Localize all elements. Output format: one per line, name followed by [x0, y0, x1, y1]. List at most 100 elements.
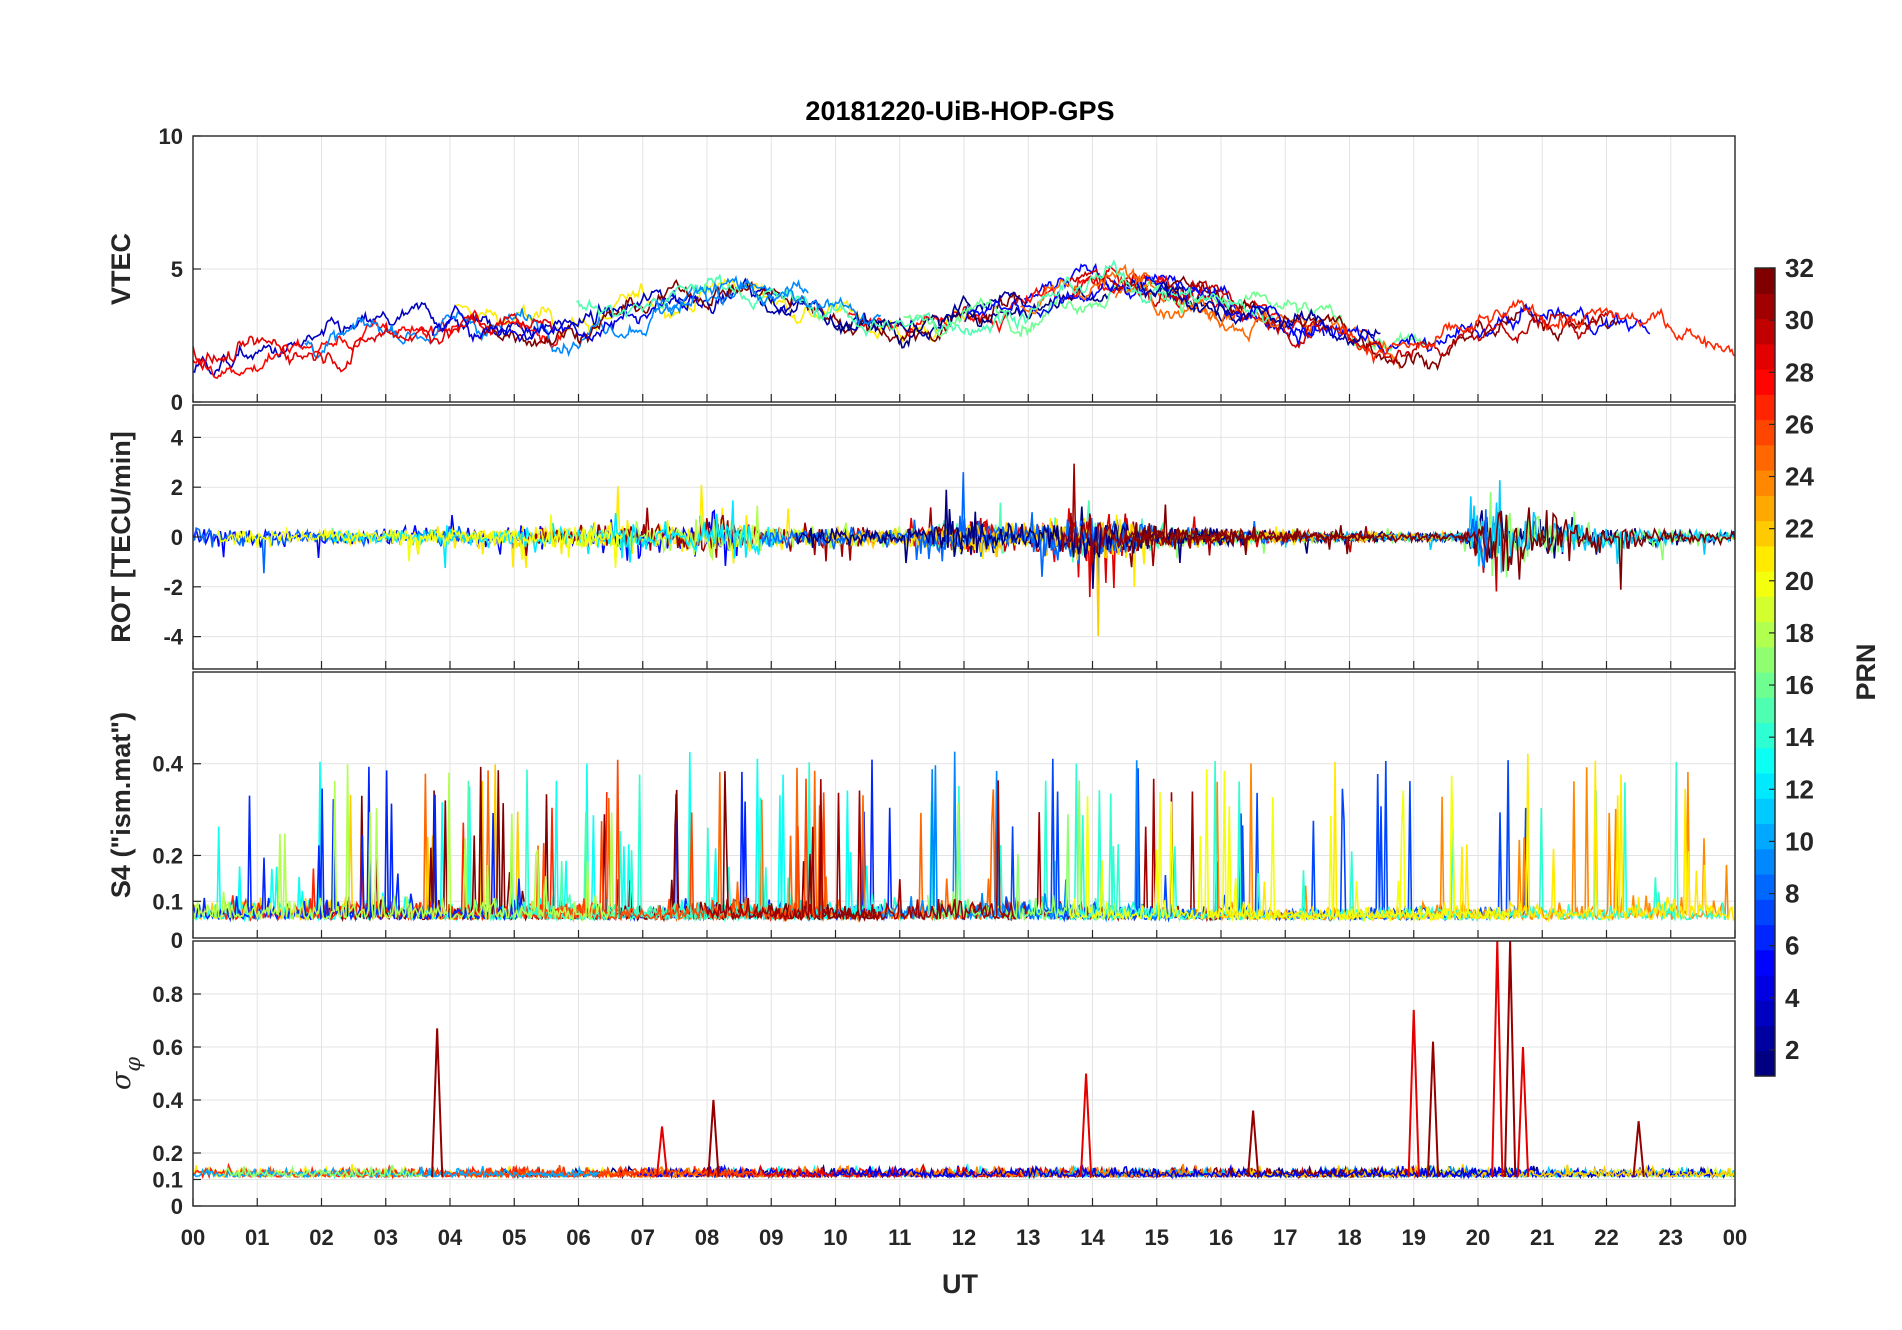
colorbar-segment: [1755, 874, 1775, 900]
trace-prn-1: [795, 489, 1252, 589]
x-tick-label: 15: [1145, 1225, 1169, 1250]
colorbar-segment: [1755, 268, 1775, 294]
y-tick-label-vtec: 10: [159, 124, 183, 149]
traces-rot: [193, 463, 1735, 636]
panel-vtec: 0 5 10 VTEC: [106, 124, 1736, 415]
y-tick-label-sigma_phi: 0.2: [152, 1141, 183, 1166]
x-tick-label: 11: [888, 1225, 911, 1250]
trace-prn-20: [216, 514, 623, 568]
x-tick-label: 06: [566, 1225, 590, 1250]
y-tick-label-s4: 0.1: [152, 889, 183, 914]
trace-prn-25: [1020, 263, 1289, 344]
colorbar-segment: [1755, 949, 1775, 976]
x-tick-label: 19: [1402, 1225, 1426, 1250]
trace-prn-29: [193, 311, 554, 373]
colorbar-segment: [1755, 697, 1775, 724]
trace-prn-17: [926, 780, 1127, 923]
y-tick-label-rot: 2: [171, 475, 183, 500]
x-tick-label: 17: [1273, 1225, 1297, 1250]
colorbar-segment: [1755, 672, 1775, 698]
colorbar-segment: [1755, 369, 1775, 395]
x-tick-label: 02: [309, 1225, 333, 1250]
colorbar-tick-label: 16: [1785, 670, 1814, 700]
colorbar-segment: [1755, 747, 1775, 774]
trace-prn-31: [703, 779, 1017, 922]
colorbar-frame: [1754, 267, 1776, 1077]
trace-spike: [1079, 1073, 1093, 1177]
colorbar-tick-label: 26: [1785, 409, 1814, 439]
colorbar-segment: [1755, 823, 1775, 850]
colorbar-segment: [1755, 798, 1775, 825]
colorbar-segment: [1755, 394, 1775, 421]
x-tick-label: 00: [1723, 1225, 1747, 1250]
colorbar-tick-label: 24: [1785, 462, 1814, 492]
y-axis-label-s4: S4 ("ism.mat"): [106, 712, 136, 898]
trace-prn-15: [576, 259, 1278, 338]
colorbar-segment: [1755, 848, 1775, 875]
colorbar-segment: [1755, 1050, 1775, 1077]
y-tick-label-s4: 0.4: [152, 752, 183, 777]
y-tick-label-s4: 0.2: [152, 843, 183, 868]
y-tick-label-sigma_phi: 0: [171, 1194, 183, 1219]
trace-spike: [1246, 1110, 1260, 1177]
panel-s4: 0.1 0.2 0.4 S4 ("ism.mat"): [106, 671, 1736, 939]
trace-prn-17: [222, 1164, 422, 1180]
trace-prn-5: [1023, 262, 1325, 345]
x-axis-label: UT: [942, 1269, 978, 1299]
x-tick-label: 16: [1209, 1225, 1233, 1250]
traces-s4: [193, 751, 1735, 923]
colorbar-segment: [1755, 621, 1775, 648]
x-tick-label: 03: [374, 1225, 398, 1250]
colorbar-segment: [1755, 975, 1775, 1001]
colorbar-segment: [1755, 596, 1775, 623]
panel-sigma_phi: 00.10.2 0.4 0.6 0.8 σφ: [106, 940, 1736, 1219]
colorbar-tick-label: 14: [1785, 722, 1814, 752]
colorbar-tick-label: 4: [1785, 983, 1800, 1013]
trace-prn-22: [1233, 1164, 1735, 1180]
x-tick-label: 14: [1080, 1225, 1105, 1250]
trace-spike: [1632, 1121, 1645, 1177]
y-tick-label-rot: -2: [163, 575, 183, 600]
colorbar-segment: [1755, 571, 1775, 597]
colorbar-segment: [1755, 773, 1775, 799]
x-tick-label: 00: [181, 1225, 205, 1250]
x-tick-label: 20: [1466, 1225, 1490, 1250]
colorbar-segment: [1755, 470, 1775, 496]
y-tick-label-rot: 0: [171, 525, 183, 550]
x-tick-label: 01: [245, 1225, 269, 1250]
trace-prn-18: [193, 764, 615, 923]
x-tick-label: 13: [1016, 1225, 1040, 1250]
y-tick-label-vtec: 0: [171, 390, 183, 415]
colorbar-tick-label: 22: [1785, 514, 1814, 544]
colorbar-tick-label: 6: [1785, 931, 1799, 961]
trace-spike: [1491, 941, 1504, 1177]
trace-prn-9: [304, 279, 809, 359]
colorbar-segment: [1755, 495, 1775, 522]
chart-title: 20181220-UiB-HOP-GPS: [805, 96, 1114, 126]
y-axis-label-vtec: VTEC: [106, 233, 136, 305]
trace-prn-10: [193, 1165, 600, 1180]
colorbar-tick-label: 20: [1785, 566, 1814, 596]
traces-vtec: [193, 259, 1735, 380]
x-tick-label: 23: [1659, 1225, 1683, 1250]
trace-prn-2: [758, 290, 1029, 341]
x-tick-label: 05: [502, 1225, 526, 1250]
colorbar-segment: [1755, 924, 1775, 951]
colorbar-tick-label: 30: [1785, 305, 1814, 335]
colorbar-segment: [1755, 520, 1775, 547]
trace-spike: [431, 1028, 444, 1177]
trace-spike: [707, 1099, 720, 1177]
trace-prn-27: [1337, 298, 1735, 365]
y-tick-label-rot: -4: [163, 625, 183, 650]
y-tick-label-extra: 0: [171, 928, 183, 953]
colorbar-segment: [1755, 343, 1775, 370]
x-tick-label: 22: [1594, 1225, 1618, 1250]
colorbar-segment: [1755, 899, 1775, 926]
trace-prn-29: [1071, 265, 1315, 339]
trace-prn-2: [1139, 280, 1381, 347]
x-tick-label: 21: [1530, 1225, 1554, 1250]
y-tick-label-sigma_phi: 0.6: [152, 1035, 183, 1060]
